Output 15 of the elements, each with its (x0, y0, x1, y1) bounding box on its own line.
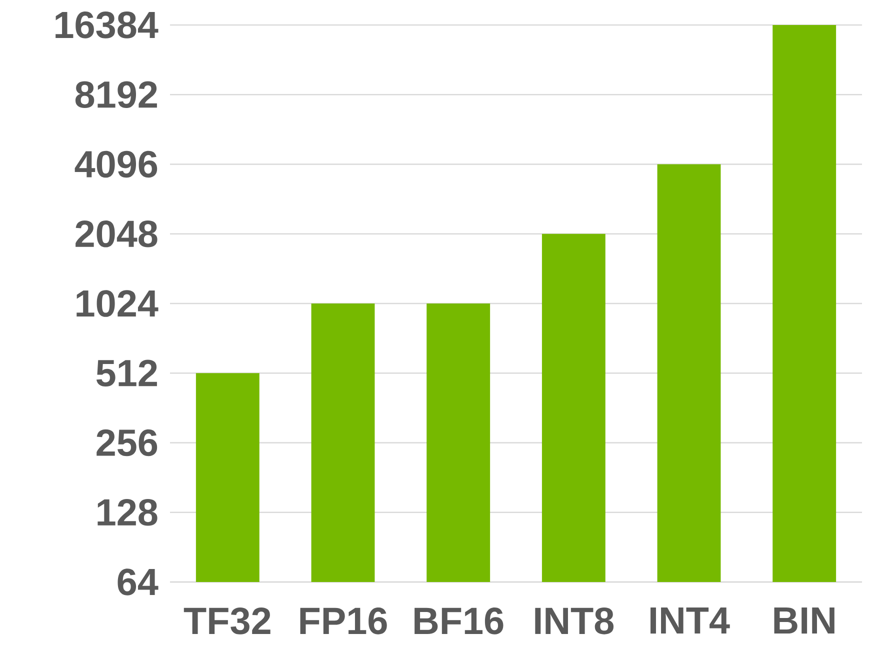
y-tick-label: 256 (96, 429, 158, 456)
x-tick-label: TF32 (184, 608, 270, 634)
x-tick-label: INT8 (535, 608, 614, 634)
x-tick-label: BIN (774, 608, 834, 634)
x-tick-label: INT4 (650, 608, 730, 634)
x-tick-label: BF16 (414, 608, 504, 634)
y-tick-label: 128 (98, 498, 158, 526)
y-tick-label: 2048 (76, 220, 158, 248)
y-tick-label: 512 (96, 360, 157, 387)
y-tick-label: 4096 (74, 150, 158, 178)
y-tick-label: 16384 (56, 12, 158, 38)
y-tick-label: 1024 (76, 290, 158, 317)
y-tick-label: 64 (118, 568, 158, 596)
y-tick-label: 8192 (75, 81, 157, 108)
x-tick-label: FP16 (300, 608, 387, 634)
